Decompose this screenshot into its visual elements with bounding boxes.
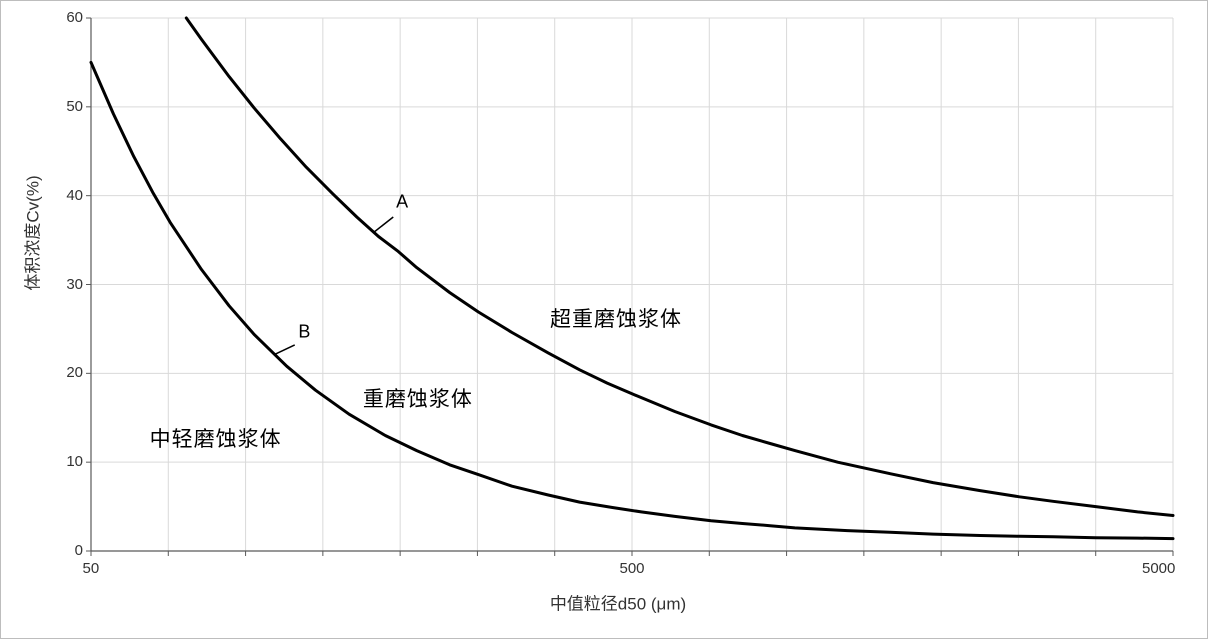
curve-label-leader <box>273 344 296 356</box>
curve-A <box>184 16 1175 517</box>
curve-label-leader <box>372 216 394 234</box>
curve-B <box>89 60 1175 541</box>
